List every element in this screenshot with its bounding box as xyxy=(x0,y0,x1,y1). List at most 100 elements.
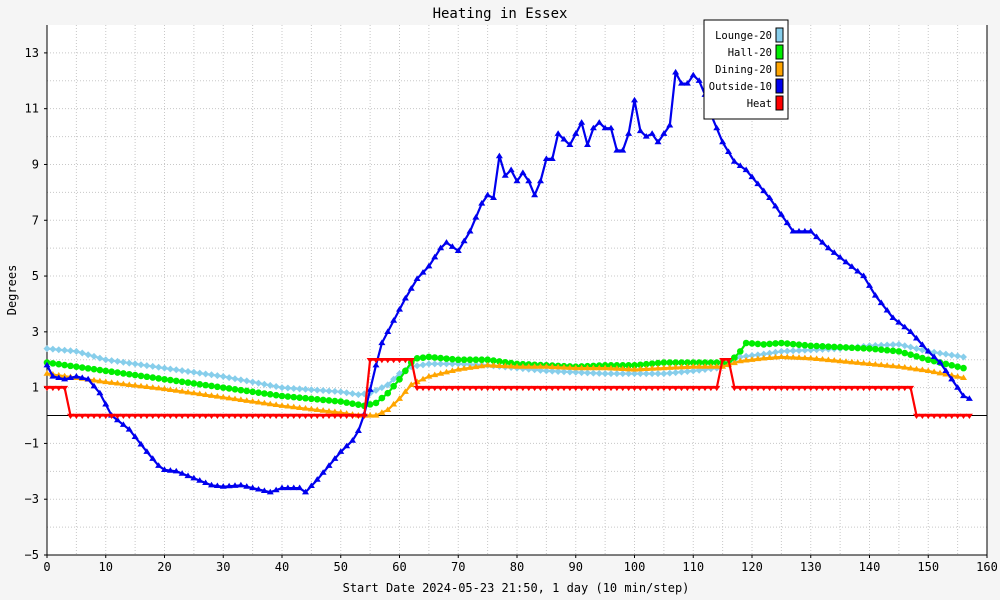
series-heat-point xyxy=(918,413,926,420)
series-dining-20-point xyxy=(172,387,180,393)
series-outside-10-point xyxy=(390,317,398,323)
series-lounge-20-point xyxy=(619,370,627,378)
series-outside-10-point xyxy=(795,227,803,234)
series-outside-10-point xyxy=(695,77,703,83)
series-outside-10-point xyxy=(349,437,356,443)
series-heat-point xyxy=(554,385,562,392)
series-hall-20-point xyxy=(261,390,268,397)
series-dining-20-point xyxy=(795,354,803,360)
series-lounge-20-point xyxy=(754,351,762,359)
series-outside-10-point xyxy=(484,191,492,198)
series-lounge-20-point xyxy=(954,352,962,360)
series-outside-10-point xyxy=(525,177,533,184)
series-heat-point xyxy=(813,385,821,392)
series-heat xyxy=(43,357,973,420)
x-tick-label: 10 xyxy=(99,560,113,574)
series-lounge-20-point xyxy=(96,354,104,362)
series-lounge-20-point xyxy=(560,368,568,376)
series-hall-20-point xyxy=(219,384,227,391)
series-dining-20-point xyxy=(219,393,227,400)
series-lounge-20-point xyxy=(895,340,903,348)
series-outside-10-point xyxy=(801,227,809,234)
y-tick-label: −3 xyxy=(25,492,39,506)
series-hall-20-point xyxy=(155,375,162,382)
series-lounge-20-point xyxy=(325,387,333,395)
series-dining-20-point xyxy=(660,364,668,371)
series-hall-20-point xyxy=(172,377,180,385)
series-lounge-20-point xyxy=(783,347,791,355)
series-heat-point xyxy=(907,385,915,392)
series-lounge-20-point xyxy=(43,345,51,353)
series-outside-10-point xyxy=(196,477,204,483)
series-heat-point xyxy=(819,385,826,392)
series-lounge-20-point xyxy=(372,386,380,394)
series-lounge-20-point xyxy=(642,370,650,378)
series-heat-point xyxy=(754,385,762,392)
series-lounge-20-point xyxy=(225,374,233,382)
series-lounge-20-point xyxy=(601,370,609,378)
series-hall-20-point xyxy=(437,354,444,362)
series-dining-20-point xyxy=(149,384,157,390)
series-dining-20-point xyxy=(490,362,497,368)
series-heat-point xyxy=(836,385,844,392)
series-hall-20-point xyxy=(819,343,826,350)
series-outside-10-point xyxy=(266,488,274,495)
series-hall-20-point xyxy=(137,372,145,380)
series-outside-10-point xyxy=(907,328,915,334)
series-heat-point xyxy=(542,385,550,392)
series-lounge-20-point xyxy=(319,387,327,395)
series-outside-10-point xyxy=(166,467,174,473)
series-heat-point xyxy=(78,413,86,420)
series-heat-point xyxy=(877,385,885,392)
series-outside-10-point xyxy=(55,374,63,380)
series-outside-10-point xyxy=(854,267,862,274)
series-heat-point xyxy=(954,413,962,420)
series-hall-20-point xyxy=(954,363,961,371)
series-hall-20-point xyxy=(854,344,862,352)
series-lounge-20-point xyxy=(131,360,139,368)
series-lounge-20-point xyxy=(589,369,597,377)
series-hall-20-point xyxy=(496,358,503,365)
series-outside-10-point xyxy=(331,455,339,461)
series-dining-20-point xyxy=(689,363,697,369)
series-hall-20-point xyxy=(807,342,815,350)
series-outside-10-point xyxy=(137,440,145,447)
series-dining-20-point xyxy=(701,363,709,369)
series-outside-10-point xyxy=(736,162,744,168)
series-outside-10-point xyxy=(578,119,586,125)
series-dining-20-point xyxy=(666,364,674,370)
series-lounge-20-point xyxy=(883,341,891,349)
x-tick-label: 100 xyxy=(624,560,646,574)
series-outside-10-point xyxy=(519,169,527,175)
series-dining-20-point xyxy=(266,400,274,407)
x-tick-label: 70 xyxy=(451,560,465,574)
series-dining-20-point xyxy=(372,412,380,418)
series-hall-20-point xyxy=(143,373,151,381)
series-dining-20-point xyxy=(619,365,627,372)
series-lounge-20-point xyxy=(302,385,309,393)
series-outside-10-point xyxy=(924,347,932,354)
series-dining-20-point xyxy=(760,354,768,361)
series-heat-point xyxy=(678,385,685,392)
series-outside-10-point xyxy=(960,392,967,399)
x-tick-label: 80 xyxy=(510,560,524,574)
series-hall-20-point xyxy=(654,359,662,367)
series-dining-20-point xyxy=(913,365,920,372)
series-dining-20-point xyxy=(566,364,574,370)
series-lounge-20-point xyxy=(61,346,69,354)
series-hall-20-point xyxy=(167,376,174,384)
series-lounge-20-point xyxy=(343,389,351,397)
series-outside-10-point xyxy=(190,474,198,481)
series-dining-20-point xyxy=(378,409,386,415)
series-hall-20-point xyxy=(772,340,779,347)
series-heat-point xyxy=(360,413,368,420)
series-outside-10-point xyxy=(683,80,691,86)
series-outside-10-point xyxy=(401,294,409,301)
series-heat-point xyxy=(437,385,445,392)
series-lounge-20-point xyxy=(542,367,550,375)
series-outside-10-point xyxy=(466,227,474,234)
series-outside-10-point xyxy=(572,130,580,136)
x-tick-label: 150 xyxy=(917,560,939,574)
series-heat-point xyxy=(942,413,950,420)
series-heat-point xyxy=(307,413,315,420)
